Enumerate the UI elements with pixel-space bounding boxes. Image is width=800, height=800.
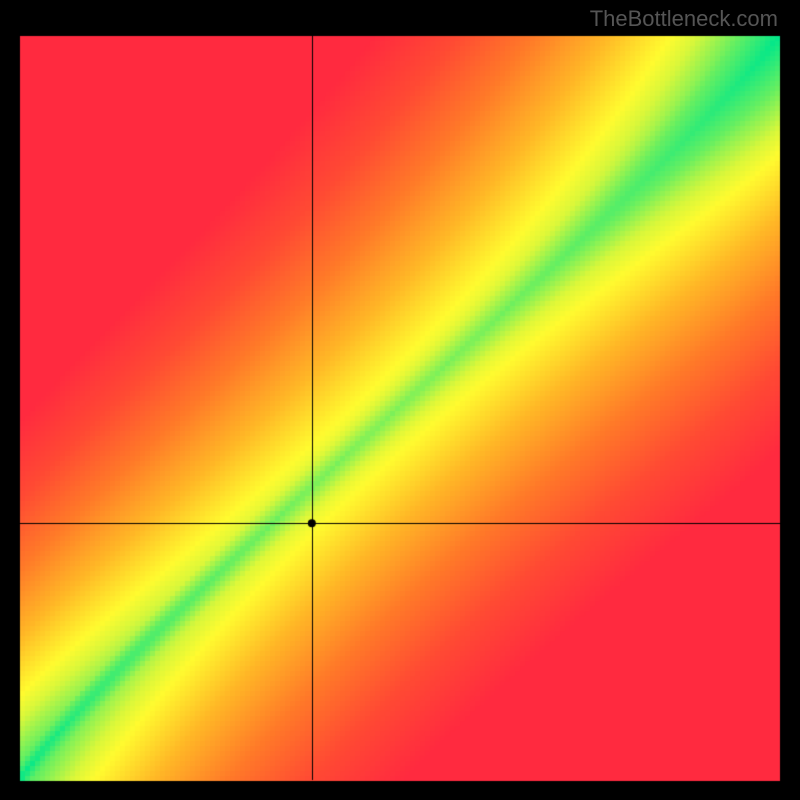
watermark-text: TheBottleneck.com (590, 6, 778, 32)
bottleneck-heatmap (0, 0, 800, 800)
